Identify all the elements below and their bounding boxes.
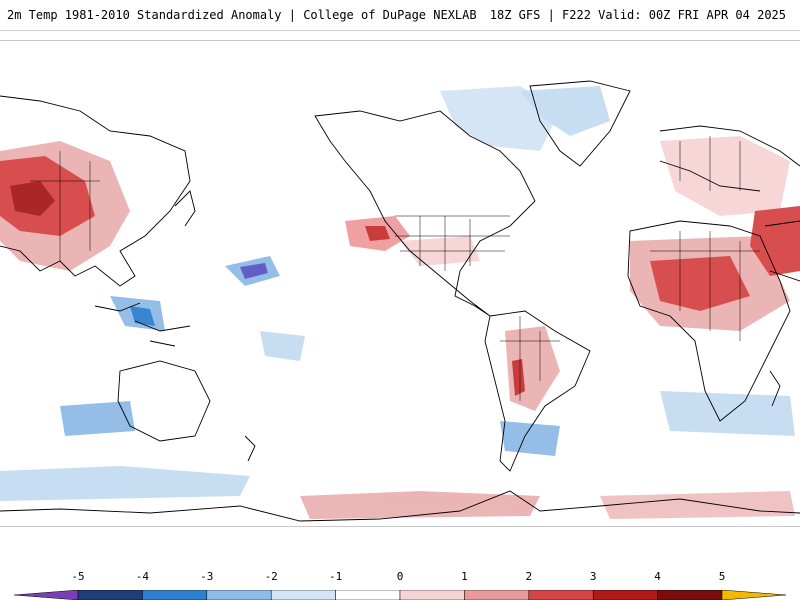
- coastline-antarctica: [0, 490, 800, 522]
- strong-warm-africa: [650, 256, 750, 311]
- colorbar-bin: [270, 590, 336, 600]
- colorbar-bin: [528, 590, 594, 600]
- colorbar-bin: [657, 590, 723, 600]
- coastline-greenland: [529, 80, 631, 167]
- colorbar-tick-label: -2: [264, 570, 278, 583]
- strong-cold-maritime: [130, 306, 155, 326]
- strong-cold-pacific: [240, 263, 268, 279]
- coastline-japan: [174, 190, 196, 227]
- colorbar-tick-label: 3: [589, 570, 597, 583]
- colorbar-bin: [335, 590, 401, 600]
- colorbar: -5 -4 -3 -2 -1 0 1 2 3 4 5: [0, 570, 800, 600]
- model-run-info: 18Z GFS | F222 Valid: 00Z FRI APR 04 202…: [489, 8, 786, 22]
- colorbar-bin: [206, 590, 272, 600]
- strong-warm-pacific: [365, 226, 390, 241]
- coastline-north-america: [314, 110, 536, 317]
- coastlines: [0, 80, 800, 522]
- colorbar-bin: [399, 590, 465, 600]
- coastline-australia: [117, 360, 211, 442]
- colorbar-tick-label: -4: [135, 570, 150, 583]
- south-america-borders: [500, 316, 560, 401]
- colorbar-bar: [13, 590, 787, 600]
- political-boundaries: [30, 136, 760, 401]
- africa-borders: [650, 231, 760, 341]
- colorbar-tick-label: 5: [718, 570, 726, 583]
- cool-anomaly-greenland: [520, 86, 610, 136]
- europe-borders: [679, 136, 741, 191]
- header-bar: 2m Temp 1981-2010 Standardized Anomaly |…: [0, 0, 800, 31]
- coastline-south-america: [484, 310, 591, 472]
- colorbar-tick-label: -3: [200, 570, 214, 583]
- asia-borders: [30, 151, 100, 261]
- colorbar-tick-label: 0: [396, 570, 404, 583]
- colorbar-bin: [77, 590, 143, 600]
- strong-warm-andes: [512, 359, 525, 396]
- coastline-madagascar: [769, 370, 781, 407]
- colorbar-tick-label: 1: [461, 570, 468, 583]
- warm-anomaly-europe: [660, 136, 790, 216]
- colorbar-extend-high: [721, 590, 787, 600]
- colorbar-bin: [142, 590, 208, 600]
- colorbar-bin: [592, 590, 658, 600]
- colorbar-tick-label: 2: [525, 570, 533, 583]
- colorbar-tick-label: 4: [654, 570, 661, 583]
- coastline-africa: [627, 220, 791, 422]
- very-strong-warm-asia: [10, 181, 55, 216]
- coastline-arabia: [764, 220, 800, 282]
- warm-anomaly-antarctica: [300, 491, 540, 519]
- strong-warm-arabia: [750, 206, 800, 276]
- cold-anomaly-south-atlantic: [500, 421, 560, 456]
- cold-anomaly-southern-ocean: [0, 466, 250, 501]
- coastline-asia: [0, 95, 191, 287]
- coastline-new-zealand: [244, 435, 256, 462]
- colorbar-tick-label: -1: [328, 570, 343, 583]
- map-canvas: [0, 80, 800, 522]
- cold-anomaly-southwest-indian: [60, 401, 135, 436]
- colorbar-bin: [464, 590, 530, 600]
- coastline-maritime-continent: [94, 302, 191, 347]
- warm-anomaly-antarctica-east: [600, 491, 795, 519]
- anomaly-map: [0, 40, 800, 527]
- us-state-lines: [395, 216, 510, 271]
- colorbar-extend-low: [13, 590, 79, 600]
- cold-anomaly-south-indian: [660, 391, 795, 436]
- anomaly-shading: [0, 86, 800, 519]
- cold-anomaly-south-pacific: [260, 331, 305, 361]
- colorbar-tick-label: -5: [71, 570, 85, 583]
- map-title: 2m Temp 1981-2010 Standardized Anomaly |…: [7, 8, 477, 22]
